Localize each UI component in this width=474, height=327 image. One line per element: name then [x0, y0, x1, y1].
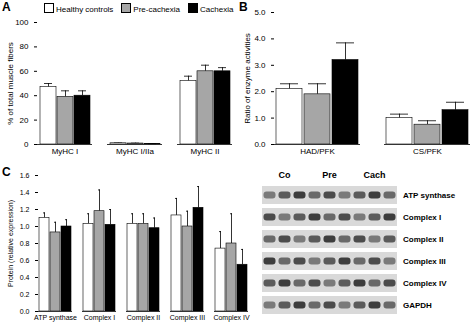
svg-text:Complex I: Complex I	[403, 213, 441, 222]
html-text:Cachexia: Cachexia	[200, 5, 234, 14]
svg-text:0.6: 0.6	[20, 257, 30, 264]
svg-text:MyHC I: MyHC I	[52, 147, 79, 156]
svg-text:0.4: 0.4	[20, 274, 30, 281]
svg-text:4.0: 4.0	[254, 34, 266, 43]
svg-text:1.0: 1.0	[20, 223, 30, 230]
svg-text:Complex I: Complex I	[84, 314, 116, 322]
svg-text:Cach: Cach	[363, 170, 385, 180]
svg-text:ATP synthase: ATP synthase	[403, 191, 456, 200]
svg-text:0.0: 0.0	[20, 308, 30, 315]
svg-text:0.0: 0.0	[254, 140, 266, 149]
svg-text:3.0: 3.0	[254, 61, 266, 70]
svg-text:100: 100	[15, 18, 29, 27]
svg-text:Complex III: Complex III	[403, 257, 446, 266]
svg-text:80: 80	[20, 42, 29, 51]
svg-text:Protein (relative expression): Protein (relative expression)	[7, 200, 15, 287]
svg-text:Complex II: Complex II	[403, 235, 443, 244]
svg-text:1.6: 1.6	[20, 172, 30, 179]
html-text:Pre-cachexia: Pre-cachexia	[133, 5, 180, 14]
svg-text:2.0: 2.0	[254, 87, 266, 96]
svg-text:40: 40	[20, 91, 29, 100]
svg-text:Complex IV: Complex IV	[403, 279, 447, 288]
svg-text:HAD/PFK: HAD/PFK	[300, 147, 335, 156]
html-text:B: B	[239, 0, 248, 14]
svg-text:GAPDH: GAPDH	[403, 301, 432, 310]
svg-text:% of total muscle fibers: % of total muscle fibers	[6, 42, 15, 125]
svg-text:Complex III: Complex III	[170, 314, 205, 322]
svg-text:20: 20	[20, 116, 29, 125]
svg-text:Complex II: Complex II	[127, 314, 161, 322]
svg-text:5.0: 5.0	[254, 8, 266, 17]
svg-text:Ratio of enzyme activities: Ratio of enzyme activities	[243, 33, 252, 124]
svg-text:0.2: 0.2	[20, 291, 30, 298]
svg-text:1.4: 1.4	[20, 189, 30, 196]
svg-text:MyHC II: MyHC II	[191, 147, 220, 156]
svg-text:1.2: 1.2	[20, 206, 30, 213]
svg-text:60: 60	[20, 67, 29, 76]
svg-text:0: 0	[24, 140, 29, 149]
svg-text:CS/PFK: CS/PFK	[413, 147, 443, 156]
svg-text:0.8: 0.8	[20, 240, 30, 247]
svg-text:Co: Co	[279, 170, 291, 180]
svg-text:Complex IV: Complex IV	[213, 314, 250, 322]
html-text:A: A	[2, 0, 11, 14]
html-text:Healthy controls: Healthy controls	[56, 5, 114, 14]
svg-text:MyHC I/IIa: MyHC I/IIa	[116, 147, 154, 156]
html-text:C: C	[2, 165, 11, 179]
svg-text:1.0: 1.0	[254, 114, 266, 123]
svg-text:ATP synthase: ATP synthase	[34, 314, 77, 322]
svg-text:Pre: Pre	[322, 170, 337, 180]
